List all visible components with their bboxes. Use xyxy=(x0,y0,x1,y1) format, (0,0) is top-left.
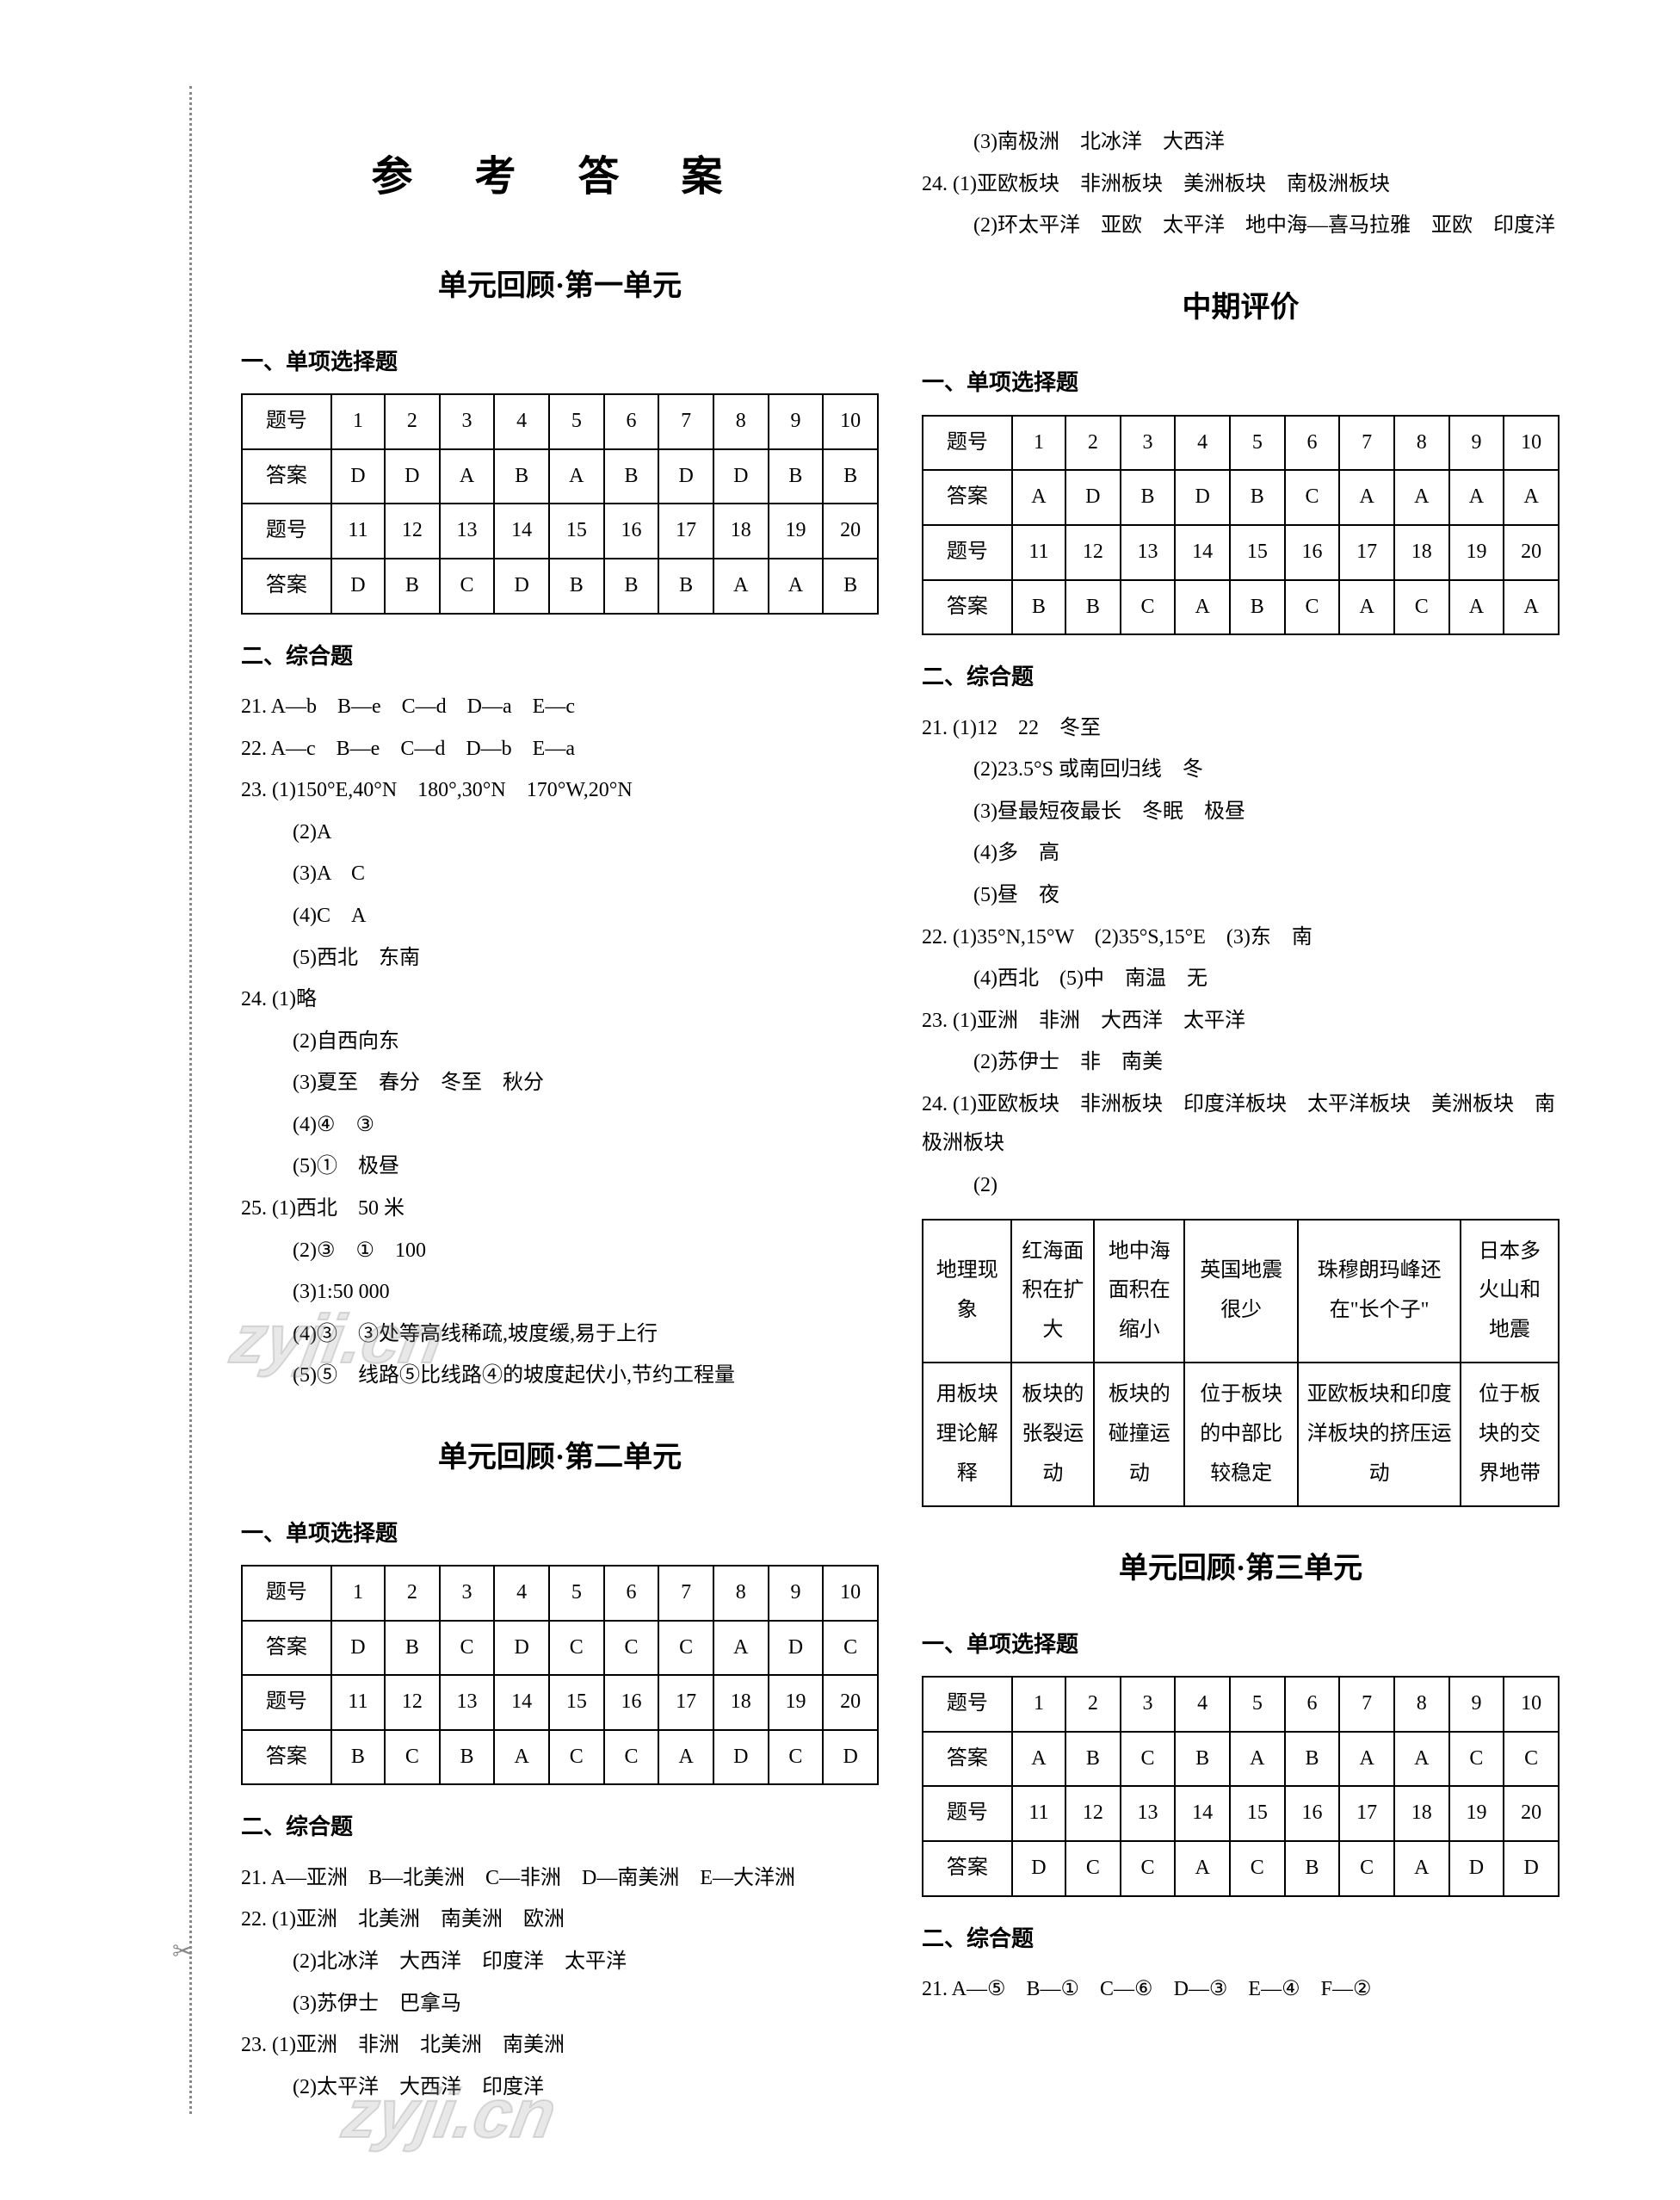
table-cell: 地中海面积在缩小 xyxy=(1094,1220,1184,1363)
table-cell: 珠穆朗玛峰还在"长个子" xyxy=(1298,1220,1461,1363)
answer-line: (4)C A xyxy=(241,897,879,936)
answer-line: 21. A—⑤ B—① C—⑥ D—③ E—④ F—② xyxy=(922,1970,1560,2010)
table-cell: 位于板块的交界地带 xyxy=(1461,1363,1559,1506)
scissors-icon: ✂ xyxy=(172,1927,194,1976)
answer-line: (4)③ ③处等高线稀疏,坡度缓,易于上行 xyxy=(241,1315,879,1355)
cutting-line xyxy=(189,86,192,2114)
answer-line: 25. (1)西北 50 米 xyxy=(241,1190,879,1229)
answer-line: (5)昼 夜 xyxy=(922,876,1560,916)
right-column: (3)南极洲 北冰洋 大西洋 24. (1)亚欧板块 非洲板块 美洲板块 南极洲… xyxy=(922,121,1560,2110)
answer-line: 22. (1)亚洲 北美洲 南美洲 欧洲 xyxy=(241,1900,879,1940)
answer-line: (2)③ ① 100 xyxy=(241,1232,879,1271)
unit2-heading-comp: 二、综合题 xyxy=(241,1806,879,1848)
main-title: 参 考 答 案 xyxy=(241,138,879,216)
answer-line: 21. (1)12 22 冬至 xyxy=(922,709,1560,749)
midterm-heading-choice: 一、单项选择题 xyxy=(922,362,1560,404)
answer-line: (2)自西向东 xyxy=(241,1023,879,1062)
unit1-title: 单元回顾·第一单元 xyxy=(241,259,879,315)
answer-line: 23. (1)亚洲 非洲 大西洋 太平洋 xyxy=(922,1002,1560,1041)
answer-line: (2)北冰洋 大西洋 印度洋 太平洋 xyxy=(241,1943,879,1982)
answer-line: 23. (1)150°E,40°N 180°,30°N 170°W,20°N xyxy=(241,771,879,811)
table-cell: 板块的碰撞运动 xyxy=(1094,1363,1184,1506)
answer-line: (5)① 极昼 xyxy=(241,1147,879,1187)
table-cell: 日本多火山和地震 xyxy=(1461,1220,1559,1363)
answer-line: (4)多 高 xyxy=(922,834,1560,874)
unit1-heading-choice: 一、单项选择题 xyxy=(241,341,879,383)
unit3-heading-comp: 二、综合题 xyxy=(922,1918,1560,1960)
answer-line: (5)西北 东南 xyxy=(241,939,879,979)
midterm-heading-comp: 二、综合题 xyxy=(922,656,1560,698)
answer-line: (3)A C xyxy=(241,855,879,894)
midterm-desc-table: 地理现象 红海面积在扩大 地中海面积在缩小 英国地震很少 珠穆朗玛峰还在"长个子… xyxy=(922,1219,1560,1508)
table-cell: 地理现象 xyxy=(923,1220,1011,1363)
answer-line: (4)西北 (5)中 南温 无 xyxy=(922,960,1560,999)
answer-line: (2)太平洋 大西洋 印度洋 xyxy=(241,2068,879,2108)
unit1-heading-comp: 二、综合题 xyxy=(241,635,879,677)
unit3-answer-table: 题号12345678910 答案ABCBABAACC 题号11121314151… xyxy=(922,1676,1560,1896)
unit2-heading-choice: 一、单项选择题 xyxy=(241,1512,879,1554)
answer-line: (3)夏至 春分 冬至 秋分 xyxy=(241,1064,879,1103)
unit2-title: 单元回顾·第二单元 xyxy=(241,1431,879,1486)
answer-line: (4)④ ③ xyxy=(241,1106,879,1146)
midterm-title: 中期评价 xyxy=(922,281,1560,337)
answer-line: (3)南极洲 北冰洋 大西洋 xyxy=(922,123,1560,163)
answer-line: (2)环太平洋 亚欧 太平洋 地中海—喜马拉雅 亚欧 印度洋 xyxy=(922,207,1560,246)
answer-line: (3)苏伊士 巴拿马 xyxy=(241,1985,879,2024)
table-cell: 用板块理论解释 xyxy=(923,1363,1011,1506)
table-cell: 亚欧板块和印度洋板块的挤压运动 xyxy=(1298,1363,1461,1506)
table-cell: 板块的张裂运动 xyxy=(1011,1363,1094,1506)
answer-line: 22. A—c B—e C—d D—b E—a xyxy=(241,730,879,769)
answer-line: (2)23.5°S 或南回归线 冬 xyxy=(922,751,1560,790)
midterm-answer-table: 题号12345678910 答案ADBDBCAAAA 题号11121314151… xyxy=(922,415,1560,635)
answer-line: 24. (1)略 xyxy=(241,980,879,1020)
answer-line: 23. (1)亚洲 非洲 北美洲 南美洲 xyxy=(241,2026,879,2066)
answer-line: (3)1:50 000 xyxy=(241,1273,879,1313)
answer-line: (2) xyxy=(922,1166,1560,1206)
table-cell: 位于板块的中部比较稳定 xyxy=(1184,1363,1298,1506)
answer-line: (3)昼最短夜最长 冬眠 极昼 xyxy=(922,793,1560,832)
answer-line: (5)⑤ 线路⑤比线路④的坡度起伏小,节约工程量 xyxy=(241,1356,879,1396)
answer-line: 21. A—亚洲 B—北美洲 C—非洲 D—南美洲 E—大洋洲 xyxy=(241,1859,879,1899)
unit3-title: 单元回顾·第三单元 xyxy=(922,1542,1560,1597)
unit2-answer-table: 题号12345678910 答案DBCDCCCADC 题号11121314151… xyxy=(241,1565,879,1785)
unit1-answer-table: 题号12345678910 答案DDABABDDBB 题号11121314151… xyxy=(241,393,879,614)
answer-line: 22. (1)35°N,15°W (2)35°S,15°E (3)东 南 xyxy=(922,918,1560,958)
answer-line: 21. A—b B—e C—d D—a E—c xyxy=(241,688,879,727)
page-columns: 参 考 答 案 单元回顾·第一单元 一、单项选择题 题号12345678910 … xyxy=(241,121,1560,2110)
answer-line: (2)A xyxy=(241,813,879,853)
unit3-heading-choice: 一、单项选择题 xyxy=(922,1623,1560,1665)
table-cell: 英国地震很少 xyxy=(1184,1220,1298,1363)
answer-line: (2)苏伊士 非 南美 xyxy=(922,1043,1560,1083)
answer-line: 24. (1)亚欧板块 非洲板块 印度洋板块 太平洋板块 美洲板块 南极洲板块 xyxy=(922,1085,1560,1164)
table-cell: 红海面积在扩大 xyxy=(1011,1220,1094,1363)
left-column: 参 考 答 案 单元回顾·第一单元 一、单项选择题 题号12345678910 … xyxy=(241,121,879,2110)
answer-line: 24. (1)亚欧板块 非洲板块 美洲板块 南极洲板块 xyxy=(922,165,1560,205)
